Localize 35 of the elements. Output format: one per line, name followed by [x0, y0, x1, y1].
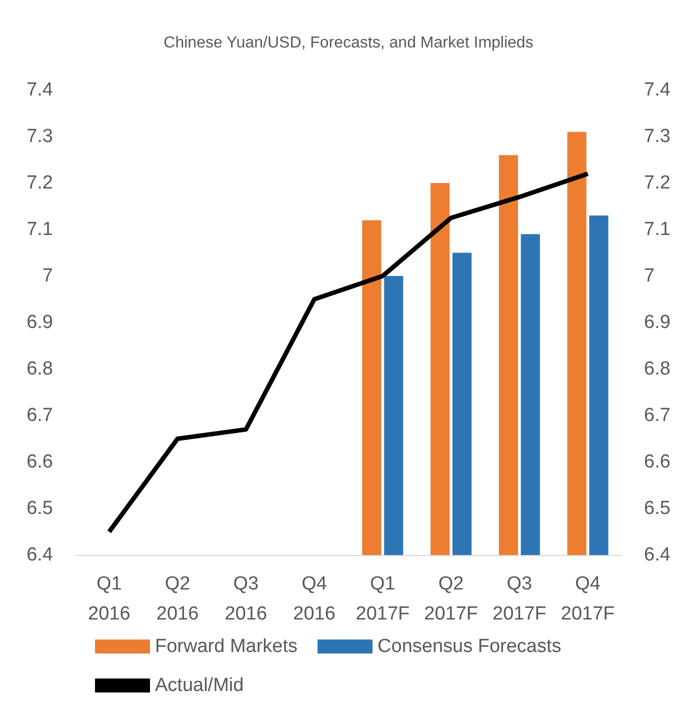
x-tick-label: Q3 2016 [224, 574, 268, 624]
x-tick-label: Q2 2017F [424, 574, 478, 624]
y2-tick-label: 6.8 [644, 358, 670, 380]
y2-tick-label: 6.4 [644, 544, 671, 566]
y2-tick-label: 7.4 [644, 80, 671, 100]
y2-tick-label: 6.9 [644, 312, 670, 333]
x-tick-label: Q3 2017F [492, 574, 546, 624]
y-tick-label: 6.7 [26, 405, 53, 426]
y-tick-label: 6.5 [26, 498, 53, 519]
y-tick-label: 6.4 [26, 544, 54, 566]
x-tick-label: Q2 2016 [156, 574, 199, 624]
y2-tick-label: 6.6 [644, 452, 670, 472]
y-tick-label: 6.6 [26, 452, 53, 472]
y-tick-label: 6.8 [26, 358, 53, 380]
y-tick-label: 7.2 [26, 172, 53, 194]
y2-tick-label: 6.7 [644, 405, 670, 426]
y2-tick-label: 7.1 [644, 219, 670, 240]
y-tick-label: 6.9 [26, 312, 53, 333]
legend-label: Forward Markets [155, 636, 298, 657]
y-tick-label: 7.4 [26, 80, 54, 100]
y2-tick-label: 7.3 [644, 126, 670, 147]
y2-tick-label: 7 [644, 266, 655, 286]
y-tick-label: 7.3 [26, 126, 53, 147]
x-tick-label: Q1 2017F [356, 574, 410, 624]
x-tick-label: Q1 2016 [88, 574, 130, 624]
y-tick-label: 7 [42, 266, 53, 286]
x-tick-label: Q4 2017F [560, 574, 615, 624]
x-tick-label: Q4 2016 [293, 574, 336, 624]
chart-title: Chinese Yuan/USD, Forecasts, and Market Implieds [164, 34, 534, 52]
legend-label: Consensus Forecasts [378, 636, 562, 657]
y-tick-label: 7.1 [26, 219, 53, 240]
line-series [106, 171, 590, 534]
y2-tick-label: 7.2 [644, 172, 670, 194]
y2-tick-label: 6.5 [644, 498, 670, 519]
legend-label: Actual/Mid [155, 675, 244, 696]
